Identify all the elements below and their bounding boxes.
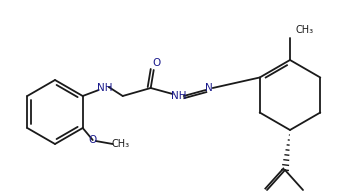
Text: NH: NH <box>97 83 113 93</box>
Text: O: O <box>152 58 161 68</box>
Text: N: N <box>205 83 213 93</box>
Text: CH₃: CH₃ <box>112 139 130 149</box>
Text: O: O <box>89 135 97 145</box>
Text: CH₃: CH₃ <box>295 25 313 35</box>
Text: NH: NH <box>171 91 186 101</box>
